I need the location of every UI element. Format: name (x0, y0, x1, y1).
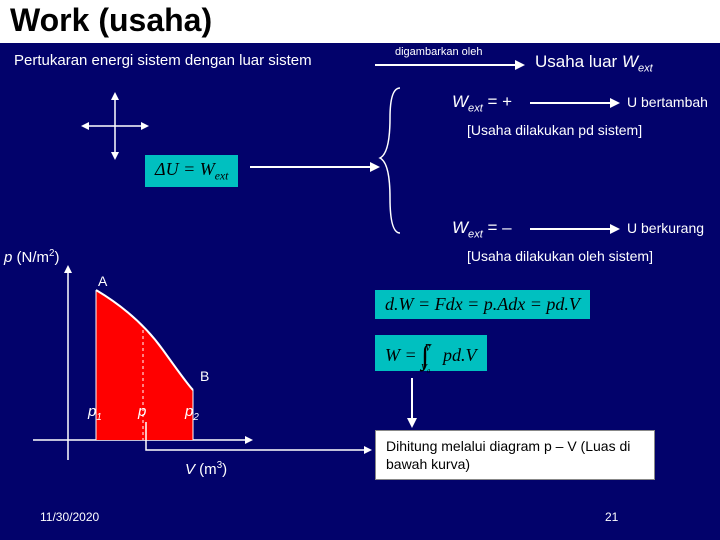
note-minus: [Usaha dilakukan oleh sistem] (467, 248, 653, 264)
page-title: Work (usaha) (0, 0, 720, 43)
w-minus: Wext = – (452, 218, 512, 240)
w-plus: Wext = + (452, 92, 512, 114)
arrow-plus (530, 96, 620, 110)
arrow-down-to-callout (405, 378, 419, 428)
eq-w-int: W = ∫VV₀ pd.V (375, 335, 487, 371)
point-b: B (200, 368, 209, 384)
u-plus: U bertambah (627, 94, 708, 110)
p-label: p (138, 403, 146, 420)
point-a: A (98, 273, 107, 289)
callout-box: Dihitung melalui diagram p – V (Luas di … (375, 430, 655, 480)
usaha-luar-label: Usaha luar Wext (535, 52, 653, 74)
subtitle: Pertukaran energi sistem dengan luar sis… (6, 48, 312, 69)
eq-delta-u: ΔU = Wext (145, 155, 238, 187)
eq-dw: d.W = Fdx = p.Adx = pd.V (375, 290, 590, 319)
usaha-luar-text: Usaha luar (535, 52, 617, 71)
footer-date: 11/30/2020 (40, 510, 99, 524)
arrow-minus (530, 222, 620, 236)
fork-diagram (45, 78, 445, 258)
p1-label: p1 (88, 403, 102, 423)
w-ext: Wext (622, 52, 653, 71)
arrow-label: digambarkan oleh (395, 46, 482, 58)
arrow-eq-to-brace (250, 160, 380, 174)
page-number: 21 (605, 510, 618, 524)
arrow-p-to-callout (144, 420, 374, 470)
note-plus: [Usaha dilakukan pd sistem] (467, 122, 642, 138)
u-minus: U berkurang (627, 220, 704, 236)
arrow-top (375, 58, 525, 72)
